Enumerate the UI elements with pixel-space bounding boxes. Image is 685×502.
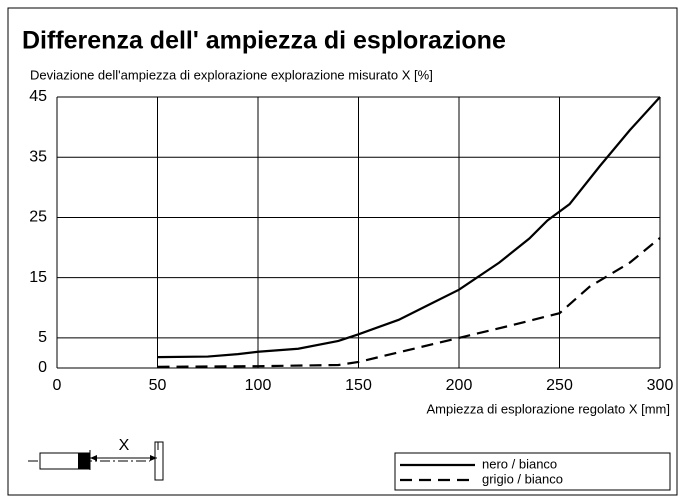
x-tick-label: 300 (647, 377, 674, 394)
y-tick-label: 0 (38, 359, 47, 376)
sensor-diagram: X (28, 437, 164, 481)
target (154, 441, 164, 481)
arrowheads (90, 455, 157, 461)
x-tick-label: 0 (53, 377, 62, 394)
y-axis-label: Deviazione dell'ampiezza di explorazione… (30, 67, 433, 82)
x-tick-label: 50 (149, 377, 167, 394)
x-tick-label: 200 (446, 377, 473, 394)
y-tick-label: 45 (29, 88, 47, 105)
x-tick-label: 150 (345, 377, 372, 394)
legend (394, 452, 671, 491)
legend-label: grigio / bianco (482, 471, 563, 486)
y-tick-label: 35 (29, 148, 47, 165)
series-line (157, 237, 661, 368)
legend-label: nero / bianco (482, 456, 557, 471)
y-tick-label: 5 (38, 329, 47, 346)
chart-title: Differenza dell' ampiezza di esplorazion… (22, 27, 506, 55)
frame (7, 7, 678, 496)
x-tick-label: 250 (546, 377, 573, 394)
x-tick-label: 100 (245, 377, 272, 394)
series-line (157, 96, 661, 359)
y-tick-label: 25 (29, 209, 47, 226)
dimension-label: X (119, 437, 130, 454)
y-tick-label: 15 (29, 269, 47, 286)
x-axis-label: Ampiezza di esplorazione regolato X [mm] (426, 401, 670, 416)
sensor-lens (78, 453, 90, 469)
